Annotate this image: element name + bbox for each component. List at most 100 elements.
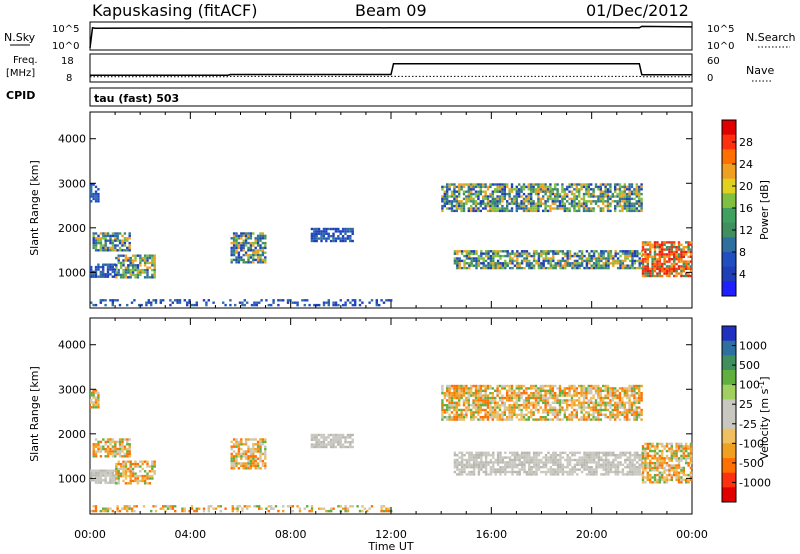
range-cell — [259, 234, 262, 238]
range-cell — [164, 505, 167, 508]
range-cell — [561, 185, 564, 189]
range-cell — [446, 392, 449, 395]
range-cell — [102, 263, 105, 266]
range-cell — [504, 262, 507, 265]
range-cell — [477, 468, 481, 471]
range-cell — [523, 468, 526, 471]
range-cell — [475, 259, 478, 263]
range-cell — [513, 458, 517, 462]
range-cell — [264, 234, 267, 238]
range-cell — [649, 476, 652, 479]
range-cell — [470, 262, 473, 265]
range-cell — [623, 202, 626, 205]
range-cell — [682, 457, 685, 460]
range-cell — [114, 443, 117, 446]
range-cell — [474, 207, 478, 210]
range-cell — [242, 241, 245, 245]
range-cell — [623, 200, 626, 203]
range-cell — [146, 462, 149, 466]
range-cell — [499, 264, 502, 267]
range-cell — [458, 470, 461, 474]
range-cell — [549, 389, 552, 392]
range-cell — [554, 264, 557, 267]
range-cell — [677, 478, 681, 482]
range-cell — [99, 481, 102, 484]
range-cell — [626, 394, 629, 397]
range-cell — [614, 387, 617, 390]
range-cell — [501, 264, 505, 267]
range-cell — [561, 183, 564, 186]
range-cell — [97, 263, 100, 266]
range-cell — [641, 241, 645, 244]
range-cell — [525, 418, 528, 421]
range-cell — [453, 458, 457, 462]
range-cell — [260, 507, 263, 510]
range-cell — [685, 442, 688, 446]
range-cell — [597, 197, 600, 201]
range-cell — [544, 418, 547, 421]
range-cell — [680, 447, 683, 450]
range-cell — [252, 464, 255, 468]
range-cell — [134, 254, 137, 257]
range-cell — [568, 384, 571, 388]
range-cell — [322, 237, 326, 240]
range-cell — [621, 451, 625, 454]
range-cell — [116, 452, 119, 456]
range-cell — [537, 195, 540, 198]
range-cell — [315, 237, 318, 240]
range-cell — [542, 209, 545, 213]
range-cell — [111, 299, 114, 302]
range-cell — [668, 457, 671, 460]
velocity-colorbar-label: Velocity [m s-1] — [757, 376, 771, 459]
range-cell — [503, 192, 506, 196]
range-cell — [619, 259, 622, 263]
range-cell — [668, 459, 671, 462]
range-cell — [90, 406, 93, 409]
range-cell — [468, 456, 471, 459]
range-cell — [675, 250, 678, 254]
range-cell — [114, 237, 117, 240]
range-cell — [532, 406, 535, 409]
range-cell — [92, 234, 95, 238]
range-cell — [339, 436, 342, 439]
range-cell — [387, 299, 390, 302]
range-cell — [592, 266, 596, 270]
range-cell — [317, 230, 321, 233]
range-cell — [327, 301, 330, 304]
range-cell — [554, 399, 557, 402]
range-cell — [474, 399, 478, 402]
range-cell — [240, 438, 243, 441]
range-cell — [630, 183, 634, 186]
range-cell — [640, 413, 643, 416]
range-cell — [549, 264, 553, 267]
range-cell — [122, 474, 125, 478]
range-cell — [635, 411, 638, 414]
range-cell — [102, 237, 105, 240]
range-cell — [518, 396, 521, 400]
range-cell — [616, 406, 619, 409]
range-cell — [537, 399, 540, 402]
range-cell — [546, 197, 550, 201]
range-cell — [491, 399, 494, 402]
range-cell — [494, 399, 497, 402]
range-cell — [525, 262, 529, 265]
range-cell — [537, 190, 540, 193]
range-cell — [117, 482, 120, 485]
range-cell — [626, 392, 629, 395]
range-cell — [242, 249, 245, 252]
range-cell — [124, 256, 128, 260]
range-cell — [687, 461, 690, 465]
range-cell — [563, 413, 566, 416]
range-cell — [448, 183, 451, 186]
range-cell — [462, 185, 466, 189]
range-cell — [489, 401, 492, 404]
range-cell — [665, 260, 669, 263]
range-cell — [633, 470, 637, 474]
range-cell — [264, 450, 267, 453]
range-cell — [303, 303, 306, 307]
range-cell — [128, 234, 131, 238]
range-cell — [554, 470, 557, 474]
range-cell — [563, 204, 566, 208]
range-cell — [259, 452, 262, 456]
range-cell — [649, 478, 652, 482]
